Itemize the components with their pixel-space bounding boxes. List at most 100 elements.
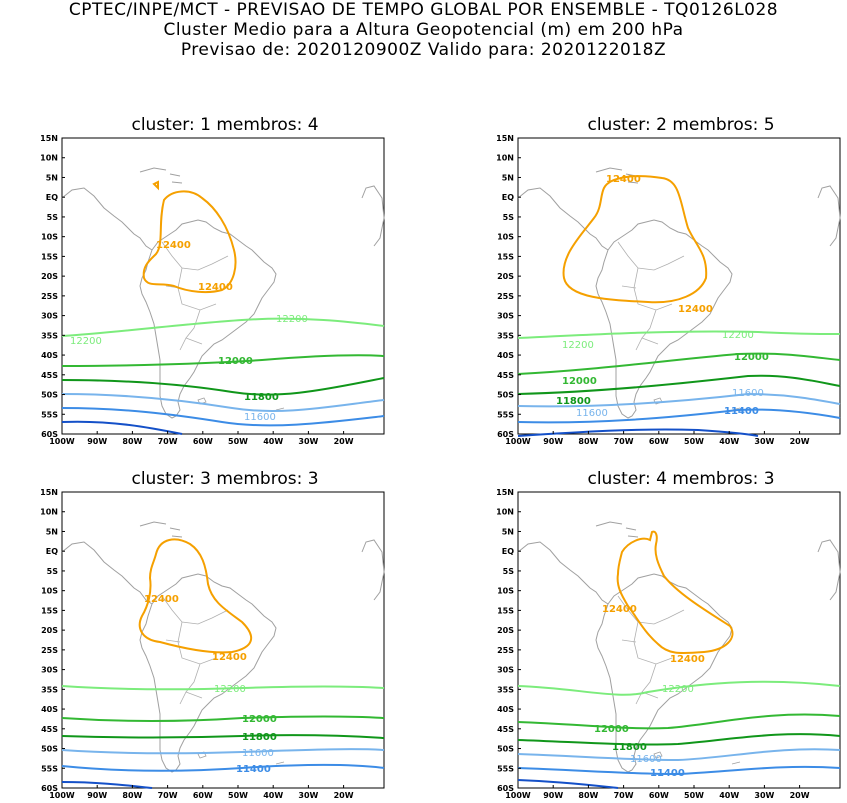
contour-12400 bbox=[142, 190, 237, 294]
lon-tick-label: 50W bbox=[684, 791, 704, 800]
lon-tick-label: 30W bbox=[754, 437, 774, 446]
lon-tick-label: 60W bbox=[649, 437, 669, 446]
lat-tick-label: 5S bbox=[47, 213, 59, 222]
lat-tick-label: EQ bbox=[46, 547, 58, 556]
contour-11200 bbox=[517, 428, 759, 437]
header-line-1: CPTEC/INPE/MCT - PREVISAO DE TEMPO GLOBA… bbox=[68, 0, 779, 20]
lat-tick-label: 50S bbox=[41, 745, 58, 754]
lat-tick-label: 15S bbox=[497, 252, 514, 261]
lat-tick-label: 60S bbox=[497, 430, 514, 439]
contour-12000 bbox=[517, 352, 841, 375]
contour-12000 bbox=[517, 713, 841, 730]
lat-tick-label: 30S bbox=[497, 312, 514, 321]
label-12000: 12000 bbox=[242, 714, 277, 725]
contour-11600 bbox=[517, 392, 841, 408]
lat-tick-label: 45S bbox=[41, 371, 58, 380]
panel-1-title: cluster: 1 membros: 4 bbox=[131, 115, 318, 135]
lon-tick-label: 80W bbox=[122, 791, 142, 800]
lon-tick-label: 30W bbox=[298, 791, 318, 800]
contour-12200 bbox=[61, 685, 385, 691]
label-12200-a: 12200 bbox=[70, 336, 102, 347]
lon-tick-label: 50W bbox=[684, 437, 704, 446]
lat-tick-label: 25S bbox=[497, 646, 514, 655]
lat-tick-label: 5N bbox=[502, 173, 514, 182]
label-11400: 11400 bbox=[724, 406, 759, 417]
lat-tick-label: EQ bbox=[502, 547, 514, 556]
lon-tick-label: 20W bbox=[334, 791, 354, 800]
lat-tick-label: 40S bbox=[41, 705, 58, 714]
map-panel-4: cluster: 4 membros: 3 12400 12400 12200 … bbox=[496, 469, 841, 800]
contour-11400 bbox=[61, 764, 385, 772]
lat-tick-label: 45S bbox=[497, 371, 514, 380]
label-11400: 11400 bbox=[650, 768, 685, 779]
lat-tick-label: 60S bbox=[41, 430, 58, 439]
map-panel-1: cluster: 1 membros: 4 12400 12400 12200 … bbox=[40, 115, 385, 446]
label-12400-b: 12400 bbox=[212, 652, 247, 663]
contour-11800 bbox=[61, 377, 385, 396]
lat-tick-label: 5N bbox=[502, 527, 514, 536]
lat-tick-label: 25S bbox=[41, 292, 58, 301]
lon-tick-label: 90W bbox=[543, 791, 563, 800]
lat-tick-label: 35S bbox=[41, 331, 58, 340]
lon-tick-label: 70W bbox=[158, 791, 178, 800]
lat-tick-label: 15S bbox=[41, 606, 58, 615]
lat-tick-label: 50S bbox=[41, 391, 58, 400]
lon-tick-label: 40W bbox=[719, 791, 739, 800]
lat-tick-label: 45S bbox=[41, 725, 58, 734]
label-12200: 12200 bbox=[662, 684, 694, 695]
contour-12200 bbox=[61, 317, 385, 337]
label-12200-b: 12200 bbox=[722, 330, 754, 341]
lat-tick-label: 10S bbox=[497, 587, 514, 596]
lon-tick-label: 50W bbox=[228, 791, 248, 800]
lon-tick-label: 70W bbox=[614, 791, 634, 800]
lon-tick-label: 40W bbox=[263, 437, 283, 446]
label-11600-a: 11600 bbox=[576, 408, 608, 419]
contour-11200 bbox=[517, 779, 619, 789]
header-line-2: Cluster Medio para a Altura Geopotencial… bbox=[163, 20, 684, 40]
contour-11200 bbox=[61, 420, 183, 435]
label-12200: 12200 bbox=[214, 684, 246, 695]
lat-tick-label: 55S bbox=[497, 764, 514, 773]
lat-tick-label: 60S bbox=[41, 784, 58, 793]
lon-tick-label: 60W bbox=[193, 437, 213, 446]
lat-tick-label: 20S bbox=[497, 626, 514, 635]
lon-tick-label: 20W bbox=[334, 437, 354, 446]
panel-3-title: cluster: 3 membros: 3 bbox=[131, 469, 318, 489]
lat-tick-label: 45S bbox=[497, 725, 514, 734]
lon-tick-label: 40W bbox=[719, 437, 739, 446]
lon-tick-label: 100W bbox=[505, 791, 531, 800]
contour-12200 bbox=[517, 680, 841, 696]
panel-2-title: cluster: 2 membros: 5 bbox=[587, 115, 774, 135]
lat-tick-label: 35S bbox=[497, 331, 514, 340]
contour-11600 bbox=[61, 393, 385, 412]
lat-tick-label: 30S bbox=[41, 666, 58, 675]
contour-11400 bbox=[61, 407, 385, 427]
label-11800: 11800 bbox=[612, 742, 647, 753]
lat-tick-label: 20S bbox=[41, 626, 58, 635]
lon-tick-label: 100W bbox=[49, 791, 75, 800]
lat-tick-label: 25S bbox=[41, 646, 58, 655]
contour-12000 bbox=[61, 354, 385, 367]
lon-tick-label: 20W bbox=[790, 437, 810, 446]
map-frame bbox=[61, 137, 385, 435]
label-11800: 11800 bbox=[556, 396, 591, 407]
lat-tick-label: 5N bbox=[46, 173, 58, 182]
lat-tick-label: 55S bbox=[41, 410, 58, 419]
lat-tick-label: 10N bbox=[40, 154, 58, 163]
lon-tick-label: 80W bbox=[578, 437, 598, 446]
lat-tick-label: EQ bbox=[502, 193, 514, 202]
label-11600: 11600 bbox=[630, 754, 662, 765]
lat-tick-label: 15N bbox=[40, 134, 58, 143]
lat-tick-label: 15S bbox=[497, 606, 514, 615]
label-12400-a: 12400 bbox=[156, 240, 191, 251]
contour-11200 bbox=[61, 781, 153, 789]
lat-tick-label: EQ bbox=[46, 193, 58, 202]
lat-tick-label: 40S bbox=[497, 351, 514, 360]
lat-tick-label: 10N bbox=[496, 508, 514, 517]
lat-tick-label: 15N bbox=[496, 488, 514, 497]
lon-tick-label: 80W bbox=[122, 437, 142, 446]
lon-tick-label: 100W bbox=[505, 437, 531, 446]
lat-tick-label: 10N bbox=[40, 508, 58, 517]
label-12200-a: 12200 bbox=[562, 340, 594, 351]
label-11400: 11400 bbox=[236, 764, 271, 775]
